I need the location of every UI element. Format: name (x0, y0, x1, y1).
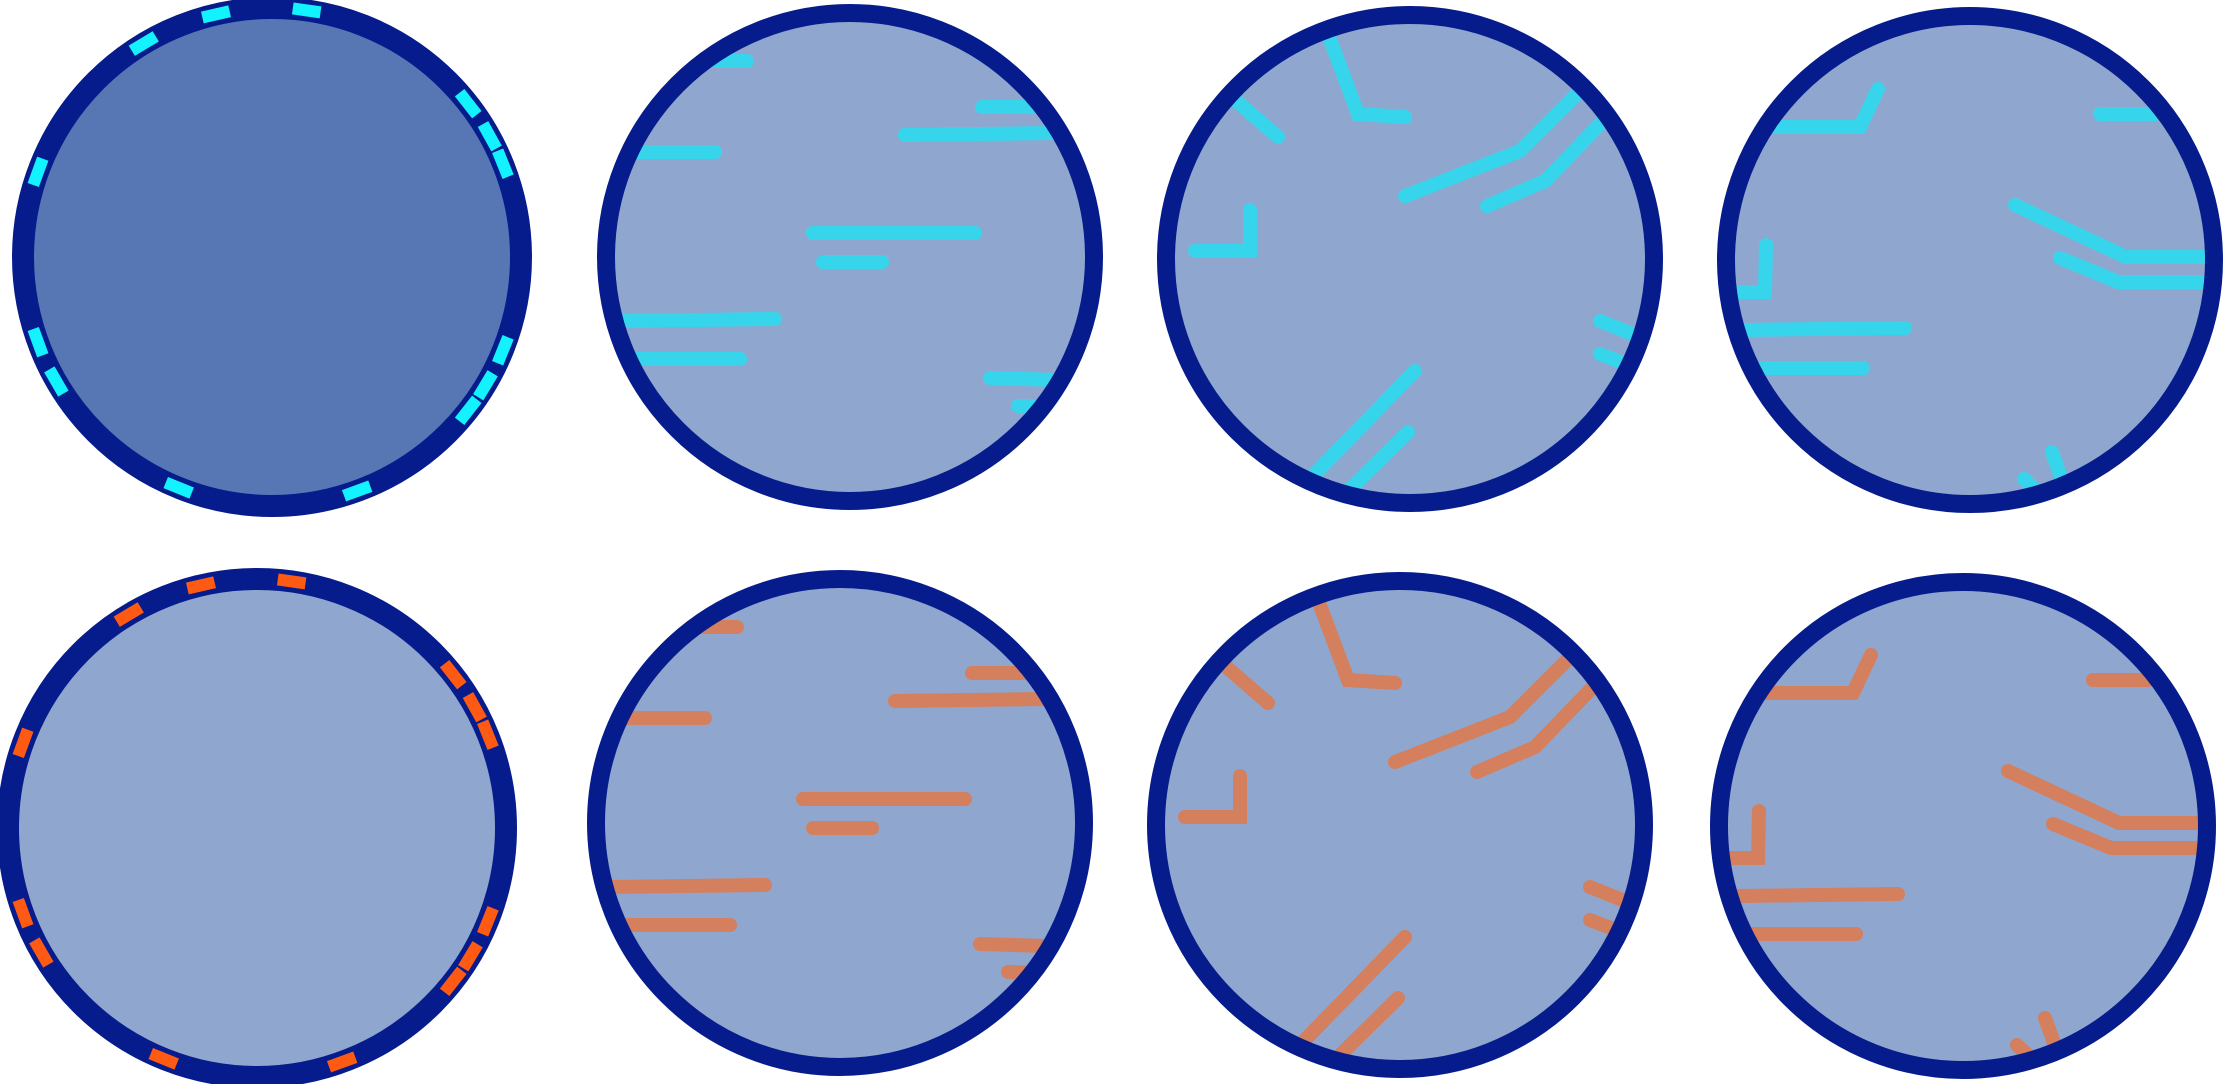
fiber-segment (1325, 991, 1405, 1070)
ring-tick-mark (477, 121, 502, 152)
fiber-segment (2001, 764, 2209, 830)
fiber-segment (1188, 203, 1257, 258)
dish-ring (587, 570, 1093, 1076)
fiber-segment (1388, 648, 1579, 769)
ring-tick-mark (473, 370, 498, 401)
ring-tick-mark (477, 719, 499, 750)
fiber-segment (613, 312, 782, 328)
fiber-segment (1758, 82, 1885, 134)
orange-row-panel-2 (587, 570, 1093, 1076)
dish-fill (26, 11, 518, 503)
fiber-segment (898, 126, 1062, 142)
ring-tick-mark (439, 966, 467, 997)
ring-tick-mark (341, 480, 373, 502)
ring-tick-mark (276, 573, 307, 590)
ring-tick-mark (27, 326, 49, 358)
orange-row-panel-4 (1710, 573, 2216, 1079)
ring-tick-mark (326, 1051, 358, 1073)
fiber-segment (983, 371, 1062, 387)
fiber-segment (973, 937, 1052, 953)
dish-ring (597, 4, 1103, 510)
fiber-segment (2008, 198, 2216, 264)
dish-ring (0, 568, 517, 1084)
orange-row-panel-1 (0, 568, 517, 1084)
orange-row-panel-3 (1147, 572, 1653, 1078)
cyan-row-panel-3 (1157, 6, 1663, 512)
fiber-segment (1398, 82, 1589, 203)
fiber-segment (603, 878, 772, 894)
ring-tick-mark (477, 906, 499, 937)
fiber-segment (888, 692, 1052, 708)
ring-tick-mark (12, 897, 34, 929)
fiber-segment (1726, 887, 1905, 903)
ring-tick-mark (44, 366, 69, 397)
fiber-segment (1303, 364, 1422, 486)
dish-ring (1710, 573, 2216, 1079)
ring-tick-mark (148, 1048, 179, 1070)
fiber-segment (1751, 648, 1878, 700)
ring-tick-mark (291, 2, 322, 19)
dish-ring (12, 0, 532, 517)
fiber-segment (1470, 678, 1602, 779)
ring-tick-mark (458, 941, 483, 972)
ring-tick-mark (163, 477, 194, 499)
ring-tick-mark (454, 88, 482, 119)
fiber-segment (1318, 19, 1412, 124)
dish-fill (1724, 14, 2216, 506)
dish-ring (1717, 7, 2223, 513)
dish-ring (1147, 572, 1653, 1078)
ring-tick-mark (454, 395, 482, 426)
fiber-segment (1480, 112, 1612, 213)
ring-tick-mark (439, 659, 467, 690)
ring-tick-mark (27, 156, 49, 188)
ring-tick-mark (128, 31, 159, 56)
ring-tick-mark (113, 602, 144, 627)
ring-tick-mark (200, 5, 231, 24)
fiber-segment (1335, 425, 1415, 504)
ring-tick-mark (462, 692, 487, 723)
fiber-segment (2046, 817, 2209, 855)
ring-tick-mark (492, 335, 514, 366)
fiber-segment (2053, 251, 2216, 289)
cyan-row-panel-2 (597, 4, 1103, 510)
dish-fill (11, 582, 503, 1074)
cyan-row-panel-4 (1717, 7, 2223, 513)
ring-tick-mark (185, 576, 216, 595)
fiber-segment (1733, 321, 1912, 337)
fiber-segment (1308, 585, 1402, 690)
dish-fill (1717, 580, 2209, 1072)
dish-ring (1157, 6, 1663, 512)
ring-tick-mark (29, 937, 54, 968)
fiber-segment (1293, 930, 1412, 1052)
ring-tick-mark (12, 727, 34, 759)
fiber-segment (1178, 769, 1247, 824)
cyan-row-panel-1 (12, 0, 532, 517)
ring-tick-mark (492, 148, 514, 179)
